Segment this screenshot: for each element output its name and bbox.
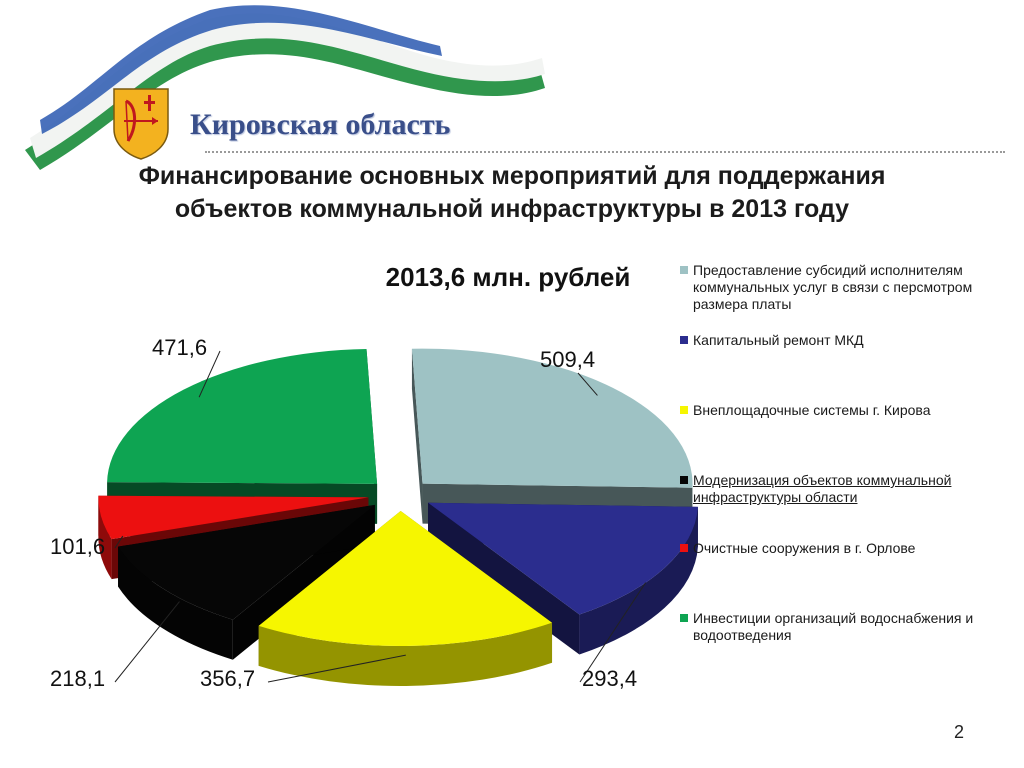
data-label: 356,7 (200, 666, 255, 691)
legend-swatch (680, 614, 688, 622)
data-label: 471,6 (152, 335, 207, 360)
legend-swatch (680, 406, 688, 414)
legend-swatch (680, 544, 688, 552)
legend-label: Модернизация объектов коммунальной инфра… (693, 472, 952, 505)
leader-line (577, 372, 598, 396)
legend-swatch (680, 476, 688, 484)
data-label: 218,1 (50, 666, 105, 691)
legend-swatch (680, 266, 688, 274)
legend-item: Внеплощадочные системы г. Кирова (680, 402, 975, 419)
legend-item: Инвестиции организаций водоснабжения и в… (680, 610, 975, 644)
data-label: 509,4 (540, 347, 595, 372)
legend-item: Предоставление субсидий исполнителям ком… (680, 262, 975, 313)
leader-line (114, 601, 180, 683)
header-banner (25, 5, 545, 171)
slide-title-line1: Финансирование основных мероприятий для … (138, 162, 886, 190)
chart-title: 2013,6 млн. рублей (386, 262, 631, 292)
header-divider (205, 151, 1005, 153)
legend-item: Капитальный ремонт МКД (680, 332, 975, 349)
slide-title-line2: объектов коммунальной инфраструктуры в 2… (174, 195, 850, 223)
region-title: Кировская область (190, 108, 451, 141)
legend-label: Предоставление субсидий исполнителям ком… (693, 262, 973, 312)
pie-slice (411, 348, 693, 528)
legend-label: Капитальный ремонт МКД (693, 332, 864, 348)
legend-label: Очистные сооружения в г. Орлове (693, 540, 916, 556)
slide-title: Финансирование основных мероприятий для … (60, 160, 964, 226)
legend-swatch (680, 336, 688, 344)
data-label: 101,6 (50, 534, 105, 559)
data-label: 293,4 (582, 666, 637, 691)
kirov-coat-of-arms-icon (113, 88, 169, 160)
leader-line (579, 582, 647, 683)
pie-slice (258, 510, 553, 686)
legend-label: Инвестиции организаций водоснабжения и в… (693, 610, 974, 643)
legend-label: Внеплощадочные системы г. Кирова (693, 402, 931, 418)
leader-line (198, 350, 221, 398)
leader-line (114, 535, 124, 549)
page-number: 2 (953, 722, 964, 742)
legend-item: Очистные сооружения в г. Орлове (680, 540, 975, 557)
legend-item: Модернизация объектов коммунальной инфра… (680, 472, 975, 506)
leader-line (267, 654, 406, 683)
